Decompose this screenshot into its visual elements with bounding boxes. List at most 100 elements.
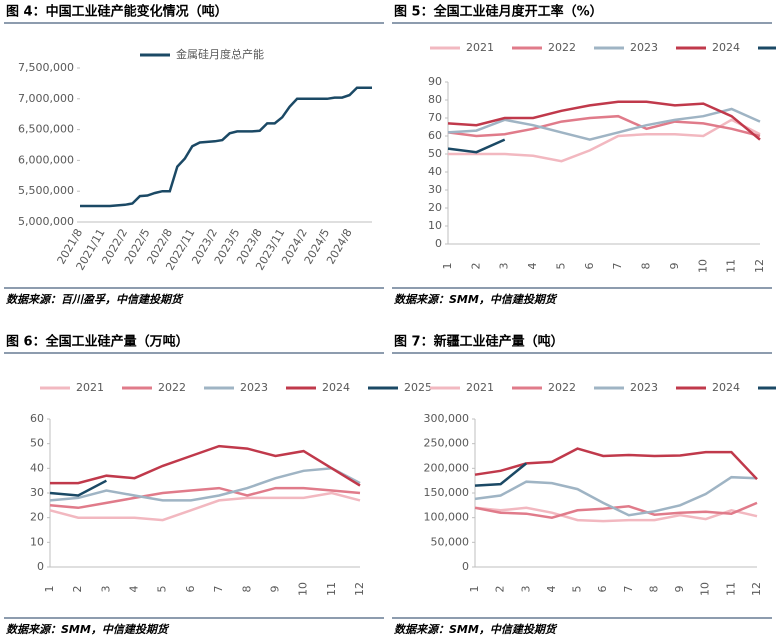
legend-label: 2024 <box>712 41 740 54</box>
series-line <box>447 114 761 138</box>
legend-label: 2022 <box>548 41 576 54</box>
y-tick-label: 0 <box>37 560 44 573</box>
y-tick-label: 250,000 <box>424 437 470 450</box>
legend-label: 2022 <box>158 381 186 394</box>
series-line <box>447 138 506 154</box>
x-tick-label: 4 <box>545 586 558 593</box>
y-tick-label: 10 <box>428 219 442 232</box>
x-tick-label: 4 <box>128 586 141 593</box>
chart-title: 图 5：全国工业硅月度开工率（%） <box>394 4 603 20</box>
chart-title: 图 6：全国工业硅产量（万吨） <box>6 334 189 350</box>
y-tick-label: 30 <box>30 486 44 499</box>
y-tick-label: 90 <box>428 75 442 88</box>
series-line <box>49 467 361 502</box>
x-tick-label: 2 <box>494 586 507 593</box>
x-tick-label: 6 <box>583 263 596 270</box>
source-note: 数据来源：SMM，中信建投期货 <box>6 623 170 636</box>
x-tick-label: 7 <box>622 586 635 593</box>
legend-label: 2024 <box>712 381 740 394</box>
series-line <box>50 444 361 487</box>
x-tick-label: 10 <box>297 582 310 596</box>
series-line <box>49 479 107 497</box>
y-tick-label: 300,000 <box>424 412 470 425</box>
series-line <box>474 506 758 523</box>
legend-label: 2021 <box>466 381 494 394</box>
legend-label: 2021 <box>466 41 494 54</box>
x-tick-label: 12 <box>753 259 766 273</box>
x-tick-label: 8 <box>640 263 653 270</box>
y-tick-label: 0 <box>435 237 442 250</box>
x-tick-label: 7 <box>212 586 225 593</box>
x-tick-label: 3 <box>99 586 112 593</box>
x-tick-label: 2 <box>469 263 482 270</box>
x-tick-label: 1 <box>441 263 454 270</box>
series-line <box>448 118 761 163</box>
x-tick-label: 5 <box>571 586 584 593</box>
x-tick-label: 6 <box>184 586 197 593</box>
x-tick-label: 3 <box>498 263 511 270</box>
source-note: 数据来源：百川盈孚，中信建投期货 <box>6 293 184 306</box>
series-line <box>474 475 758 517</box>
x-tick-label: 10 <box>696 259 709 273</box>
x-tick-label: 9 <box>673 586 686 593</box>
x-tick-label: 11 <box>724 582 737 596</box>
x-tick-label: 8 <box>647 586 660 593</box>
source-note: 数据来源：SMM，中信建投期货 <box>394 623 558 636</box>
x-tick-label: 11 <box>725 259 738 273</box>
x-tick-label: 8 <box>240 586 253 593</box>
y-tick-label: 60 <box>428 129 442 142</box>
x-tick-label: 7 <box>611 263 624 270</box>
y-tick-label: 60 <box>30 412 44 425</box>
y-tick-label: 20 <box>428 201 442 214</box>
legend-label: 金属硅月度总产能 <box>176 47 264 61</box>
source-note: 数据来源：SMM，中信建投期货 <box>394 293 558 306</box>
y-tick-label: 50 <box>30 437 44 450</box>
legend-label: 2022 <box>548 381 576 394</box>
y-tick-label: 7,500,000 <box>18 61 74 74</box>
series-line <box>474 447 758 481</box>
y-tick-label: 70 <box>428 111 442 124</box>
y-tick-label: 40 <box>428 165 442 178</box>
y-tick-label: 5,500,000 <box>18 184 74 197</box>
legend-label: 2025 <box>404 381 432 394</box>
series-line <box>474 501 758 519</box>
x-tick-label: 5 <box>554 263 567 270</box>
y-tick-label: 5,000,000 <box>18 215 74 228</box>
y-tick-label: 6,000,000 <box>18 153 74 166</box>
x-tick-label: 4 <box>526 263 539 270</box>
x-tick-label: 1 <box>468 586 481 593</box>
series-line <box>80 86 372 208</box>
series-line <box>49 491 361 522</box>
x-tick-label: 6 <box>596 586 609 593</box>
y-tick-label: 50 <box>428 147 442 160</box>
y-tick-label: 6,500,000 <box>18 123 74 136</box>
x-tick-label: 11 <box>325 582 338 596</box>
y-tick-label: 7,000,000 <box>18 92 74 105</box>
y-tick-label: 30 <box>428 183 442 196</box>
legend-label: 2021 <box>76 381 104 394</box>
x-tick-label: 2 <box>71 586 84 593</box>
y-tick-label: 10 <box>30 535 44 548</box>
series-line <box>49 486 361 510</box>
chart-title: 图 7：新疆工业硅产量（吨） <box>394 334 564 350</box>
y-tick-label: 80 <box>428 93 442 106</box>
legend-label: 2024 <box>322 381 350 394</box>
series-line <box>447 100 761 141</box>
legend-label: 2023 <box>240 381 268 394</box>
series-line <box>447 107 761 141</box>
x-tick-label: 9 <box>268 586 281 593</box>
chart-title: 图 4：中国工业硅产能变化情况（吨） <box>6 4 228 20</box>
y-tick-label: 40 <box>30 461 44 474</box>
x-tick-label: 1 <box>43 586 56 593</box>
legend-label: 2023 <box>630 381 658 394</box>
x-tick-label: 12 <box>750 582 763 596</box>
x-tick-label: 12 <box>353 582 366 596</box>
x-tick-label: 9 <box>668 263 681 270</box>
y-tick-label: 150,000 <box>424 486 470 499</box>
y-tick-label: 100,000 <box>424 511 470 524</box>
x-tick-label: 10 <box>699 582 712 596</box>
y-tick-label: 200,000 <box>424 461 470 474</box>
legend-label: 2023 <box>630 41 658 54</box>
y-tick-label: 20 <box>30 511 44 524</box>
